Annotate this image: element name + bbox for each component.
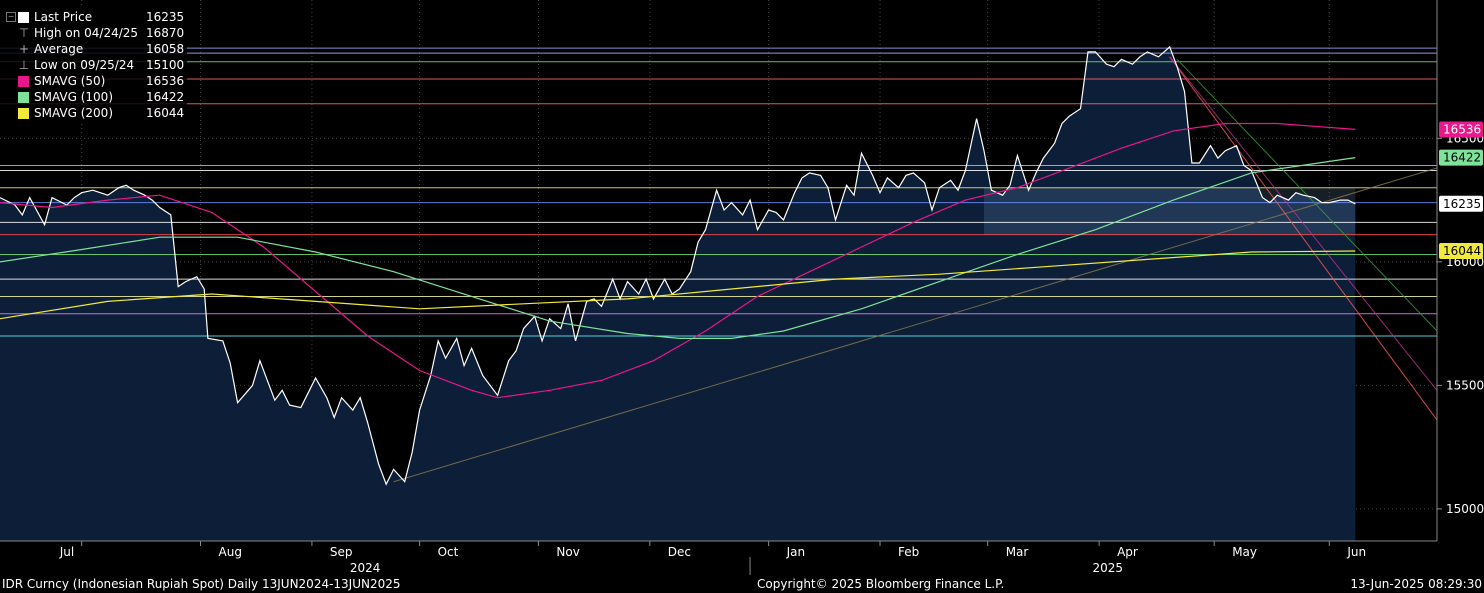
x-tick-label-7: Feb xyxy=(898,545,919,559)
legend-row-last[interactable]: − Last Price 16235 xyxy=(0,9,187,25)
price-chart: 1500015500160001650016536164221623516044… xyxy=(0,0,1484,575)
legend-value-avg: 16058 xyxy=(146,42,185,56)
x-tick-label-10: May xyxy=(1232,545,1257,559)
badge-0 xyxy=(1439,121,1483,138)
trendline-3 xyxy=(1176,58,1438,332)
collapse-icon[interactable]: − xyxy=(6,12,16,22)
legend-row-low[interactable]: ⊥ Low on 09/25/24 15100 xyxy=(0,57,187,73)
legend-label-sma50: SMAVG (50) xyxy=(34,74,106,88)
x-tick-label-3: Oct xyxy=(438,545,459,559)
x-tick-label-9: Apr xyxy=(1117,545,1138,559)
series-line-3 xyxy=(0,250,1356,320)
legend-value-last: 16235 xyxy=(146,10,185,24)
legend-value-low: 15100 xyxy=(146,58,185,72)
y-tick-label-0: 15000 xyxy=(1446,502,1484,516)
legend-swatch-sma200 xyxy=(18,108,29,119)
legend-row-sma200[interactable]: SMAVG (200) 16044 xyxy=(0,105,187,121)
legend-row-sma100[interactable]: SMAVG (100) 16422 xyxy=(0,89,187,105)
y-tick-label-1: 15500 xyxy=(1446,378,1484,392)
legend-marker-icon-avg: + xyxy=(18,42,30,56)
legend-swatch-sma100 xyxy=(18,92,29,103)
legend-value-sma50: 16536 xyxy=(146,74,185,88)
legend-label-high: High on 04/24/25 xyxy=(34,26,139,40)
legend-label-avg: Average xyxy=(34,42,84,56)
series-line-1 xyxy=(0,122,1356,399)
legend-swatch-sma50 xyxy=(18,76,29,87)
badge-2 xyxy=(1439,195,1483,212)
trendline-2 xyxy=(1169,56,1438,391)
trendline-1 xyxy=(1169,56,1438,421)
legend-label-sma100: SMAVG (100) xyxy=(34,90,114,104)
x-tick-label-0: Jul xyxy=(59,545,74,559)
legend-value-sma200: 16044 xyxy=(146,106,185,120)
legend-marker-icon-high: ⊤ xyxy=(18,26,30,40)
legend-row-avg[interactable]: + Average 16058 xyxy=(0,41,187,57)
legend-label-sma200: SMAVG (200) xyxy=(34,106,114,120)
year-label-1: 2025 xyxy=(1093,561,1124,575)
footer-copyright: Copyright© 2025 Bloomberg Finance L.P. xyxy=(757,577,1005,591)
footer-timestamp: 13-Jun-2025 08:29:30 xyxy=(1350,577,1482,591)
legend-label-low: Low on 09/25/24 xyxy=(34,58,135,72)
series-line-0 xyxy=(0,45,1356,486)
legend-row-sma50[interactable]: SMAVG (50) 16536 xyxy=(0,73,187,89)
series-line-2 xyxy=(0,157,1356,339)
legend-row-high[interactable]: ⊤ High on 04/24/25 16870 xyxy=(0,25,187,41)
badge-3 xyxy=(1439,242,1483,259)
x-tick-label-1: Aug xyxy=(219,545,242,559)
badge-1 xyxy=(1439,149,1483,166)
badge-label-0: 16536 xyxy=(1443,122,1481,136)
badge-label-3: 16044 xyxy=(1443,244,1481,258)
badge-label-1: 16422 xyxy=(1443,151,1481,165)
chart-footer: IDR Curncy (Indonesian Rupiah Spot) Dail… xyxy=(0,577,1484,593)
x-tick-label-6: Jan xyxy=(786,545,806,559)
legend-value-high: 16870 xyxy=(146,26,185,40)
x-tick-label-4: Nov xyxy=(556,545,579,559)
x-tick-label-5: Dec xyxy=(668,545,691,559)
badge-label-2: 16235 xyxy=(1443,197,1481,211)
footer-ticker: IDR Curncy (Indonesian Rupiah Spot) Dail… xyxy=(2,577,401,591)
legend-marker-icon-low: ⊥ xyxy=(18,58,30,72)
legend-value-sma100: 16422 xyxy=(146,90,185,104)
x-tick-label-11: Jun xyxy=(1346,545,1366,559)
legend-swatch-last xyxy=(18,12,29,23)
trendline-0 xyxy=(393,167,1438,483)
x-tick-label-2: Sep xyxy=(330,545,353,559)
x-tick-label-8: Mar xyxy=(1006,545,1029,559)
highlight-zone xyxy=(983,187,1356,235)
year-label-0: 2024 xyxy=(350,561,381,575)
legend-label-last: Last Price xyxy=(34,10,93,24)
chart-legend: − Last Price 16235 ⊤ High on 04/24/25 16870 + A… xyxy=(0,7,187,121)
